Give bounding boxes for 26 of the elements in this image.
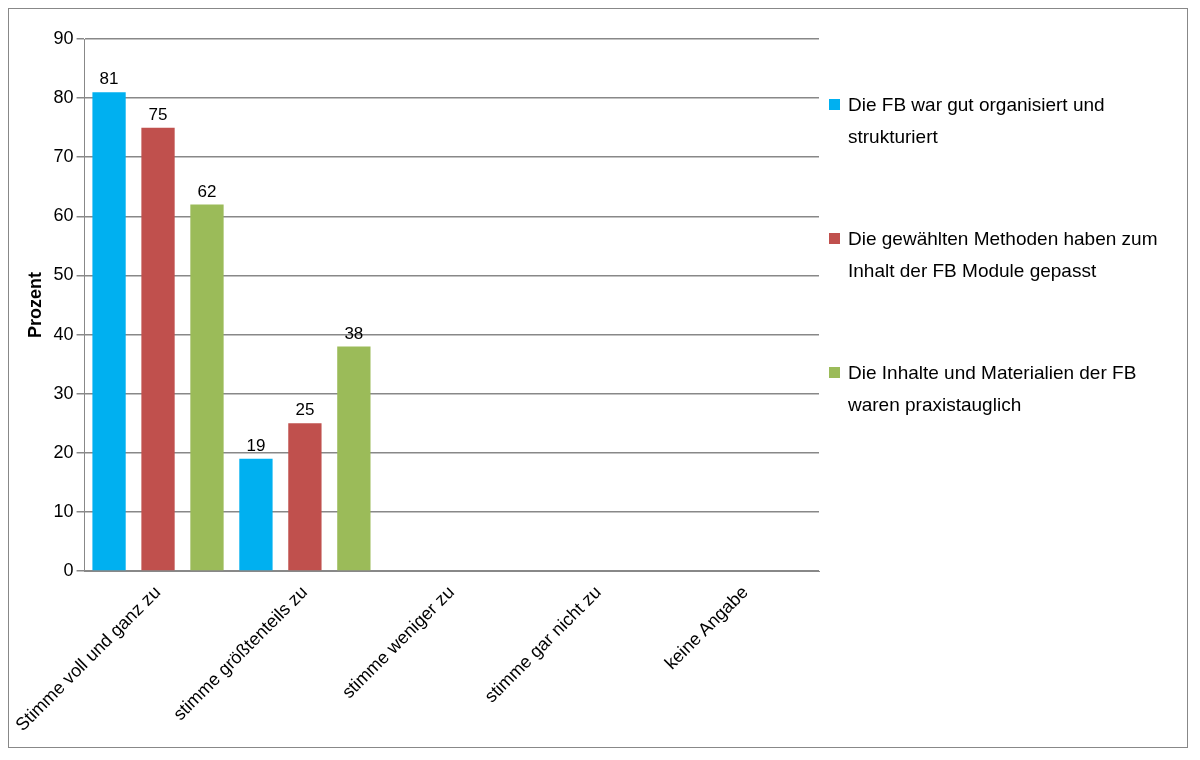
y-tick-label: 60 [53,205,74,226]
data-label: 38 [344,323,364,343]
y-tick-label: 10 [53,500,74,521]
legend-label: Die gewählten Methoden haben zum Inhalt der FB Module gepasst [848,227,1159,283]
y-tick-label: 80 [53,87,74,108]
legend-label: Die Inhalte und Materialien der FB waren praxistauglich [848,361,1138,417]
y-tick-label: 30 [53,382,74,403]
data-label: 19 [246,435,266,455]
bar [239,458,273,571]
y-tick-label: 90 [53,27,74,48]
bar [288,423,322,571]
y-axis-title: Prozent [24,272,45,339]
y-tick-label: 70 [53,146,74,167]
bar [92,92,126,571]
data-label: 75 [148,104,168,124]
data-label: 62 [197,181,217,201]
y-tick-label: 50 [53,264,74,285]
data-label: 25 [295,400,315,420]
bar [337,346,371,571]
bar [141,127,175,571]
data-label: 81 [99,69,119,89]
bar [190,204,224,571]
y-tick-label: 20 [53,441,74,462]
legend-label: Die FB war gut organisiert und strukturiert [848,93,1106,149]
y-tick-label: 0 [63,560,74,581]
y-tick-label: 40 [53,323,74,344]
